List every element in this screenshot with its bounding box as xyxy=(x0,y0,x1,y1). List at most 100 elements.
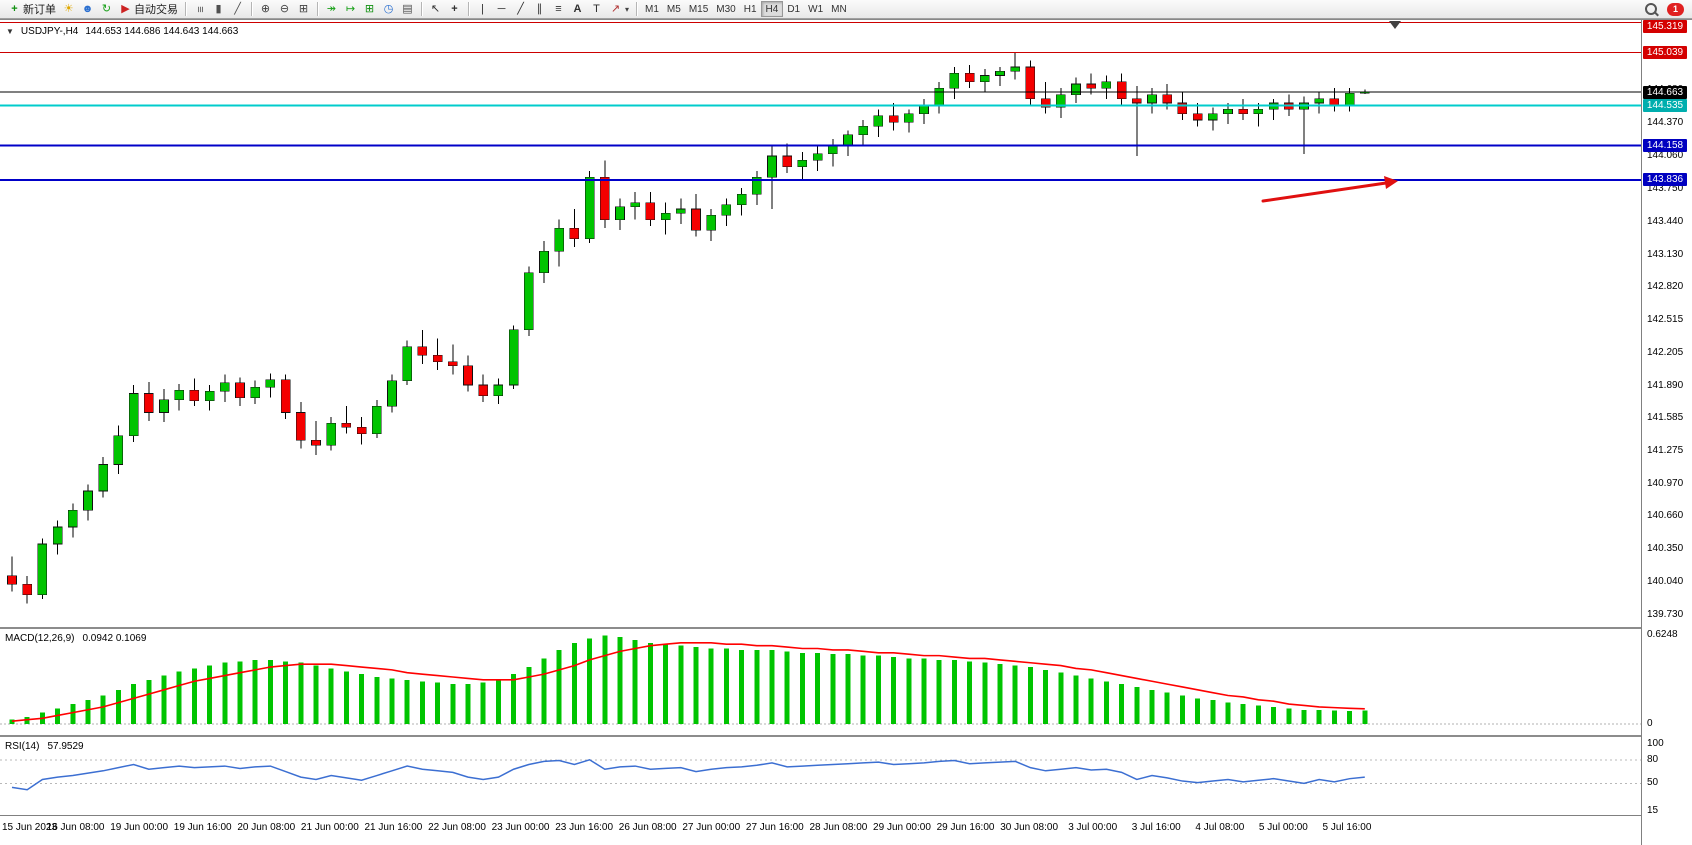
fibonacci-button[interactable]: ≡ xyxy=(549,1,568,18)
timeframe-m5[interactable]: M5 xyxy=(666,3,681,15)
macd-histogram-bar xyxy=(587,638,593,724)
bulb-button[interactable]: ☀ xyxy=(59,1,78,18)
timeframe-h4[interactable]: H4 xyxy=(760,1,784,17)
macd-histogram-bar xyxy=(85,699,91,724)
macd-histogram-bar xyxy=(1073,675,1079,724)
vertical-line-button[interactable]: | xyxy=(473,1,492,18)
macd-pane-label: MACD(12,26,9) 0.0942 0.1069 xyxy=(5,633,146,644)
horizontal-line-button[interactable]: ─ xyxy=(492,1,511,18)
zoom-in-button[interactable]: ⊕ xyxy=(256,1,275,18)
channel-button[interactable]: ∥ xyxy=(530,1,549,18)
date-label: 21 Jun 00:00 xyxy=(300,822,359,833)
tile-windows-button[interactable]: ⊞ xyxy=(294,1,313,18)
macd-histogram-bar xyxy=(526,667,532,724)
timeframe-m1[interactable]: M1 xyxy=(645,3,659,15)
candle-body xyxy=(645,202,656,220)
text-button[interactable]: A xyxy=(568,1,587,18)
clock-button[interactable]: ◷ xyxy=(379,1,398,18)
candle-body xyxy=(478,384,489,396)
candle-body xyxy=(113,435,124,465)
trend-arrow[interactable] xyxy=(1261,181,1388,203)
date-label: 3 Jul 00:00 xyxy=(1068,822,1118,833)
candle-body xyxy=(903,113,914,123)
data-window-button[interactable]: ▤ xyxy=(398,1,417,18)
candle-body xyxy=(1238,109,1248,114)
candle-body xyxy=(1147,94,1157,104)
crosshair-button[interactable]: + xyxy=(445,1,464,18)
price-axis[interactable]: 144.990144.680144.370144.060143.750143.4… xyxy=(1641,20,1692,845)
crosshair-icon: + xyxy=(451,2,458,15)
timeframe-m15[interactable]: M15 xyxy=(688,3,709,15)
date-label: 27 Jun 16:00 xyxy=(745,822,804,833)
bulb-icon: ☀ xyxy=(63,2,74,15)
bar-chart-button[interactable]: ≡ xyxy=(190,1,209,18)
macd-histogram-bar xyxy=(1119,684,1125,724)
toolbar-right-group: 1 xyxy=(1642,1,1687,18)
candle-body xyxy=(68,509,78,528)
macd-histogram-bar xyxy=(754,649,760,724)
macd-histogram-bar xyxy=(283,661,289,724)
contact-button[interactable]: ☻ xyxy=(78,1,97,18)
macd-histogram-bar xyxy=(1331,710,1337,724)
data-window-icon: ▤ xyxy=(402,2,413,15)
trendline-button[interactable]: ╱ xyxy=(511,1,530,18)
search-button[interactable] xyxy=(1642,1,1660,18)
candle-body xyxy=(1344,92,1355,106)
trendline-icon: ╱ xyxy=(517,2,524,15)
timeframe-d1[interactable]: D1 xyxy=(787,3,801,15)
candle-body xyxy=(979,75,990,83)
chart-plot[interactable] xyxy=(0,20,1641,845)
macd-histogram-bar xyxy=(1027,667,1033,724)
date-label: 19 Jun 16:00 xyxy=(173,822,232,833)
macd-histogram-bar xyxy=(511,674,517,724)
date-label: 3 Jul 16:00 xyxy=(1131,822,1181,833)
rsi-axis-label: 100 xyxy=(1647,738,1664,749)
price-axis-label: 144.370 xyxy=(1647,117,1684,129)
cursor-button[interactable]: ↖ xyxy=(426,1,445,18)
pane-separator[interactable] xyxy=(0,627,1641,629)
date-axis[interactable]: 15 Jun 2023 16 Jun 08:00 19 Jun 00:00 19 Ju… xyxy=(0,817,1641,843)
refresh-button[interactable]: ↻ xyxy=(97,1,116,18)
price-axis-label: 142.205 xyxy=(1647,346,1684,358)
one-click-trading-icon[interactable]: ▼ xyxy=(6,27,14,36)
candle-body xyxy=(615,206,625,220)
macd-histogram-bar xyxy=(450,684,456,724)
macd-histogram-bar xyxy=(784,651,790,724)
timeframe-w1[interactable]: W1 xyxy=(808,3,824,15)
pane-separator[interactable] xyxy=(0,735,1641,737)
toolbar-separator xyxy=(468,2,469,16)
macd-histogram-bar xyxy=(1362,710,1368,724)
candle-body xyxy=(280,379,291,413)
new-order-button[interactable]: + 新订单 xyxy=(5,1,59,18)
macd-histogram-bar xyxy=(328,668,334,724)
zoom-in-icon: ⊕ xyxy=(260,2,271,15)
price-axis-label: 140.350 xyxy=(1647,543,1684,555)
candle-body xyxy=(721,204,732,216)
macd-histogram-bar xyxy=(617,637,623,724)
candle-body xyxy=(584,176,595,240)
new-chart-button[interactable]: ⊞ xyxy=(360,1,379,18)
arrows-button[interactable]: ↗ ▾ xyxy=(606,1,632,18)
candlestick-chart-button[interactable]: ▮ xyxy=(209,1,228,18)
zoom-out-button[interactable]: ⊖ xyxy=(275,1,294,18)
macd-histogram-bar xyxy=(313,665,319,724)
line-chart-button[interactable]: ╱ xyxy=(228,1,247,18)
auto-scroll-button[interactable]: ↠ xyxy=(322,1,341,18)
candle-body xyxy=(1162,94,1172,104)
dropdown-caret-icon: ▾ xyxy=(625,4,630,14)
timeframe-h1[interactable]: H1 xyxy=(743,3,757,15)
autotrade-button[interactable]: ▶ 自动交易 xyxy=(116,1,181,18)
timeframe-m30[interactable]: M30 xyxy=(716,3,736,15)
notification-badge[interactable]: 1 xyxy=(1667,2,1684,16)
text-label-button[interactable]: T xyxy=(587,1,606,18)
autotrade-icon: ▶ xyxy=(121,2,130,15)
timeframe-mn[interactable]: MN xyxy=(831,3,847,15)
macd-histogram-bar xyxy=(799,652,805,724)
macd-histogram-bar xyxy=(1058,672,1064,724)
macd-axis-label: 0 xyxy=(1647,718,1653,729)
candle-body xyxy=(402,346,413,382)
chart-shift-button[interactable]: ↦ xyxy=(341,1,360,18)
arrows-icon: ↗ xyxy=(610,2,621,15)
macd-histogram-bar xyxy=(161,675,167,724)
label-icon: T xyxy=(593,2,600,15)
